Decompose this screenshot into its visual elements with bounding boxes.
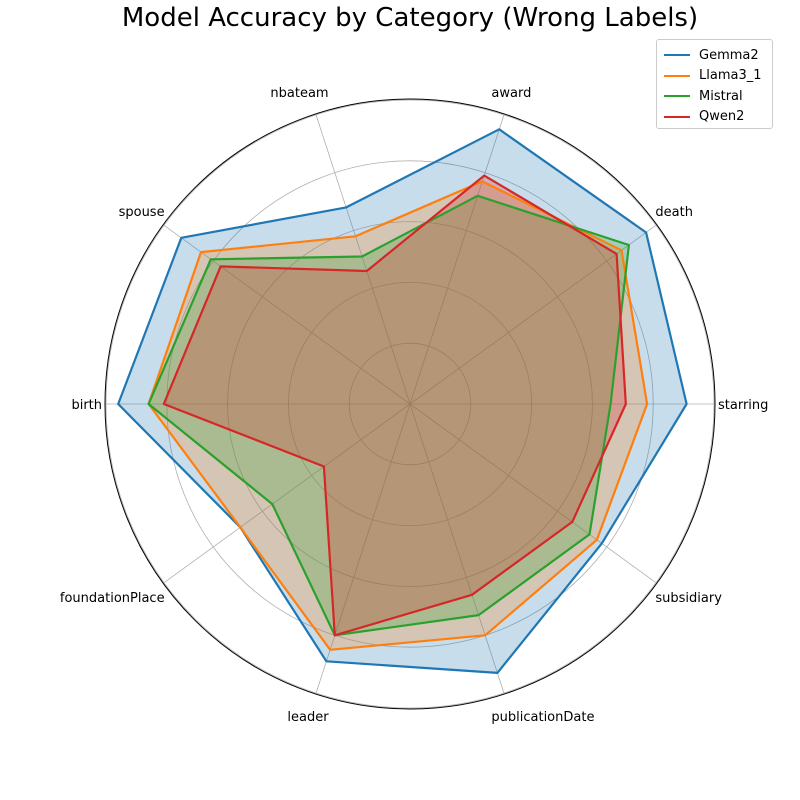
legend: Gemma2 Llama3_1 Mistral Qwen2 — [656, 39, 773, 129]
legend-item: Llama3_1 — [657, 65, 772, 87]
axis-label: award — [491, 86, 531, 101]
grid-spoke — [409, 224, 657, 405]
axis-label: starring — [718, 398, 768, 413]
radar-grid — [104, 98, 716, 710]
axis-label: spouse — [119, 205, 165, 220]
grid-spoke — [409, 403, 657, 584]
axis-label: publicationDate — [491, 710, 594, 725]
series-fills — [118, 129, 687, 673]
legend-swatch — [664, 95, 690, 97]
legend-swatch — [664, 74, 690, 77]
legend-item: Gemma2 — [657, 44, 772, 66]
grid-spoke — [409, 114, 505, 405]
grid-spoke — [163, 403, 411, 584]
grid-spoke — [409, 403, 505, 694]
legend-item: Mistral — [657, 85, 772, 107]
legend-label: Qwen2 — [699, 109, 745, 124]
series-line — [162, 174, 627, 637]
axis-label: death — [655, 205, 693, 220]
outer-frame — [104, 98, 716, 710]
series-fill — [163, 175, 626, 636]
axis-labels: starring death award nbateam spouse birth foun… — [60, 86, 769, 725]
legend-label: Llama3_1 — [699, 68, 762, 83]
axis-label: subsidiary — [655, 591, 722, 606]
grid-spoke — [315, 114, 411, 405]
axis-label: leader — [287, 710, 329, 725]
chart-title: Model Accuracy by Category (Wrong Labels… — [121, 3, 699, 33]
legend-label: Mistral — [699, 88, 743, 104]
series-line — [147, 194, 631, 637]
axis-label: foundationPlace — [60, 591, 165, 606]
series-fill — [118, 129, 687, 673]
grid-spoke — [163, 224, 411, 405]
axis-label: birth — [71, 398, 102, 413]
series-lines — [117, 128, 688, 675]
series-line — [117, 128, 688, 675]
series-fill — [148, 195, 629, 636]
legend-swatch — [664, 54, 690, 56]
series-fill — [148, 181, 648, 650]
legend-item: Qwen2 — [657, 106, 772, 128]
axis-label: nbateam — [270, 86, 328, 101]
grid-spoke — [315, 403, 411, 694]
legend-label: Gemma2 — [699, 47, 759, 63]
legend-swatch — [664, 115, 690, 118]
